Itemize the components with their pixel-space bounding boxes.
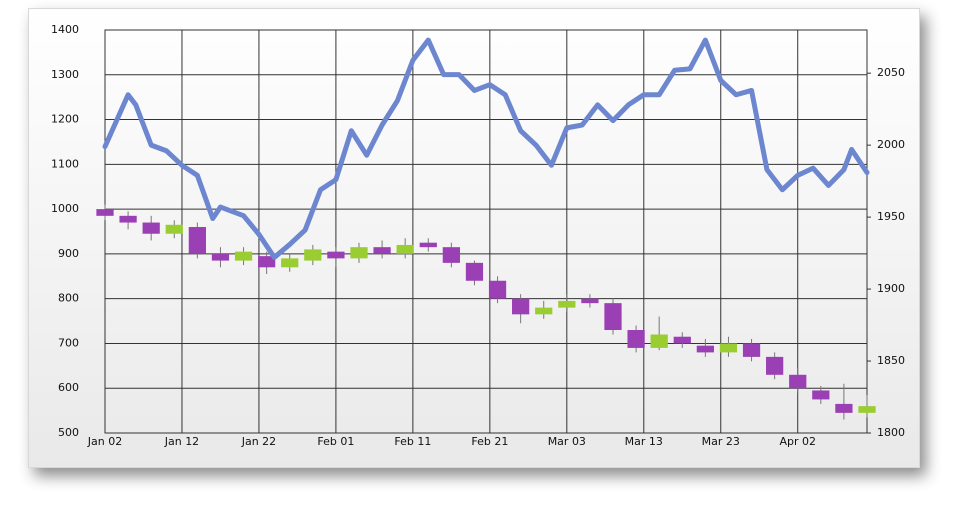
candle-body bbox=[304, 249, 322, 261]
y-tick-label: 1000 bbox=[51, 202, 79, 215]
y-tick-label: 900 bbox=[58, 247, 79, 260]
x-tick-label: Feb 21 bbox=[471, 435, 508, 448]
candle-body bbox=[858, 406, 876, 413]
candle-body bbox=[419, 242, 437, 248]
candle-body bbox=[512, 298, 530, 315]
candle-body bbox=[627, 330, 645, 348]
y-tick-label: 700 bbox=[58, 336, 79, 349]
y-tick-label: 1400 bbox=[51, 23, 79, 36]
candle-body bbox=[350, 247, 368, 259]
candle-body bbox=[835, 403, 853, 413]
y2-tick-label: 1900 bbox=[877, 282, 905, 295]
candle-body bbox=[812, 390, 830, 400]
candle-body bbox=[234, 251, 253, 261]
plot-border bbox=[104, 29, 868, 434]
candle-body bbox=[281, 258, 299, 268]
candle-body bbox=[696, 345, 714, 353]
line-series bbox=[102, 37, 870, 260]
x-tick-label: Mar 13 bbox=[625, 435, 663, 448]
candle-body bbox=[558, 300, 576, 308]
y-tick-label: 1300 bbox=[51, 68, 79, 81]
y-tick-label: 500 bbox=[58, 426, 79, 439]
candle-body bbox=[604, 303, 622, 331]
x-tick-label: Jan 12 bbox=[164, 435, 199, 448]
x-tick-label: Mar 03 bbox=[548, 435, 586, 448]
candle-body bbox=[188, 227, 206, 254]
candle-body bbox=[96, 209, 114, 216]
y2-tick-label: 2000 bbox=[877, 138, 905, 151]
x-tick-label: Feb 11 bbox=[394, 435, 431, 448]
candle-body bbox=[142, 222, 160, 234]
candle-body bbox=[719, 343, 738, 353]
y-tick-label: 600 bbox=[58, 381, 79, 394]
candle-body bbox=[789, 374, 807, 389]
candle-body bbox=[119, 215, 137, 223]
x-tick-label: Feb 01 bbox=[317, 435, 354, 448]
candle-body bbox=[373, 247, 391, 254]
x-tick-label: Jan 02 bbox=[87, 435, 122, 448]
candle-body bbox=[742, 343, 761, 357]
y2-tick-label: 1950 bbox=[877, 210, 905, 223]
candle-body bbox=[488, 280, 507, 299]
y-tick-label: 800 bbox=[58, 292, 79, 305]
candle-body bbox=[258, 256, 276, 268]
x-tick-label: Jan 22 bbox=[241, 435, 276, 448]
y2-tick-label: 1850 bbox=[877, 354, 905, 367]
candle-body bbox=[165, 224, 183, 234]
candle-body bbox=[442, 247, 460, 263]
candle-body bbox=[327, 251, 345, 259]
y2-tick-label: 2050 bbox=[877, 66, 905, 79]
candle-body bbox=[650, 334, 668, 348]
y2-tick-label: 1800 bbox=[877, 426, 905, 439]
y-tick-label: 1200 bbox=[51, 113, 79, 126]
candle-body bbox=[766, 356, 784, 375]
y-tick-label: 1100 bbox=[51, 157, 79, 170]
candle-body bbox=[465, 262, 484, 281]
candle-body bbox=[211, 253, 230, 261]
candle-body bbox=[581, 298, 599, 304]
chart-frame bbox=[28, 8, 920, 468]
candle-body bbox=[673, 336, 691, 344]
candle-body bbox=[535, 307, 553, 315]
x-tick-label: Mar 23 bbox=[702, 435, 740, 448]
candle-body bbox=[396, 244, 414, 254]
x-tick-label: Apr 02 bbox=[779, 435, 816, 448]
